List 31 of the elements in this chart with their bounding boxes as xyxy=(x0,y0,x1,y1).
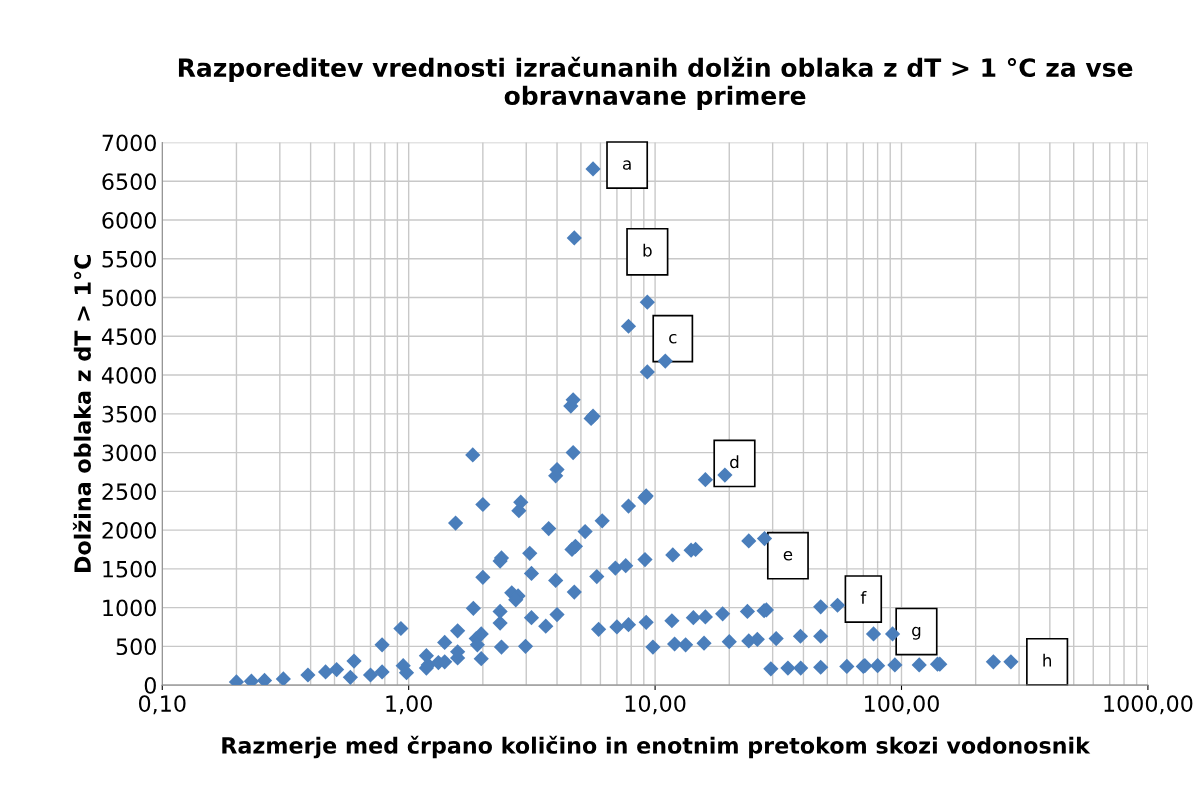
y-tick-label: 2500 xyxy=(102,483,156,501)
x-tick-label: 0,10 xyxy=(139,695,186,715)
y-tick-label: 7000 xyxy=(102,134,156,152)
y-tick-label: 5500 xyxy=(102,250,156,268)
annotation: a xyxy=(623,160,631,170)
y-tick-label: 6500 xyxy=(102,173,156,191)
x-tick-label: 10,00 xyxy=(625,695,686,715)
annotation: d xyxy=(730,455,739,469)
annotation: g xyxy=(912,626,921,640)
annotation: c xyxy=(669,333,677,344)
y-tick-label: 500 xyxy=(116,638,156,656)
annotation: h xyxy=(1043,653,1052,667)
y-tick-label: 2000 xyxy=(102,522,156,539)
y-tick-label: 3500 xyxy=(102,405,156,423)
annotation: f xyxy=(860,590,867,604)
x-tick-label: 1,00 xyxy=(386,695,432,715)
y-tick-label: 5000 xyxy=(102,289,156,307)
y-tick-label: 6000 xyxy=(102,212,156,229)
y-axis-title: Dolžina oblaka z dT > 1°C xyxy=(72,255,91,572)
annotation: b xyxy=(643,243,652,257)
y-tick-label: 1500 xyxy=(103,560,156,578)
y-tick-label: 1000 xyxy=(103,599,156,617)
x-tick-label: 100,00 xyxy=(865,695,939,715)
x-tick-label: 1000,00 xyxy=(1104,695,1193,715)
chart-title: Razporeditev vrednosti izračunanih dolžin oblaka z dT > 1 °C za vse obravnavane primere xyxy=(178,56,1133,110)
y-tick-label: 0 xyxy=(144,677,156,694)
x-axis-title: Razmerje med črpano količino in enotnim pretokom skozi vodonosnik xyxy=(222,735,1091,759)
annotation: e xyxy=(783,550,793,561)
y-tick-label: 4000 xyxy=(101,367,156,384)
y-tick-label: 3000 xyxy=(102,444,156,462)
y-tick-label: 4500 xyxy=(101,328,156,346)
